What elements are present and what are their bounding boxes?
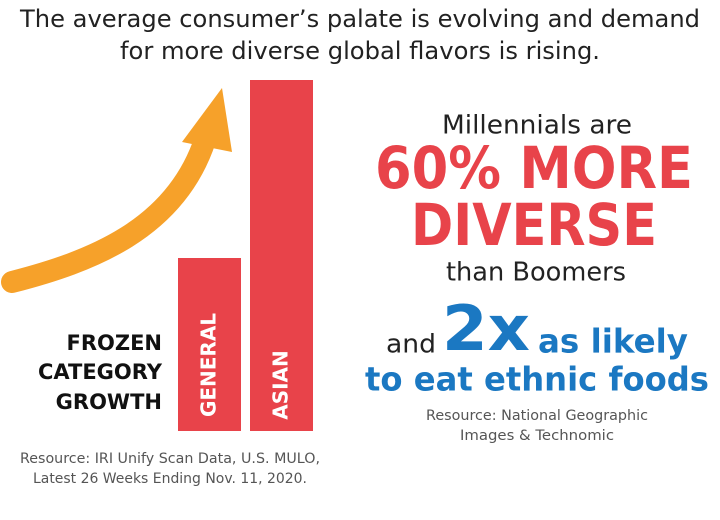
category-label: GROWTH [56,390,162,414]
suffix: as likely [538,322,688,361]
bar-label: ASIAN [269,350,293,420]
comparison: than Boomers [446,258,626,288]
source: Resource: National Geographic [426,408,648,424]
title-line: The average consumer’s palate is evolvin… [19,5,700,33]
headline: DIVERSE [411,191,657,259]
growth-arrow [1,129,216,293]
arrow-head [182,88,232,152]
second-line: to eat ethnic foods [365,360,709,399]
source: Images & Technomic [460,428,614,444]
title-line: for more diverse global flavors is risin… [120,37,600,65]
bar-asian [250,80,313,431]
category-label: CATEGORY [38,360,163,384]
bar-label: GENERAL [197,313,221,417]
bar-general [178,258,241,431]
intro: Millennials are [442,111,632,141]
highlight: 2x [442,292,530,365]
headline: 60% MORE [375,134,693,202]
source: Latest 26 Weeks Ending Nov. 11, 2020. [33,471,307,487]
prefix: and [386,330,436,360]
source: Resource: IRI Unify Scan Data, U.S. MULO… [20,451,320,467]
category-label: FROZEN [66,331,162,355]
